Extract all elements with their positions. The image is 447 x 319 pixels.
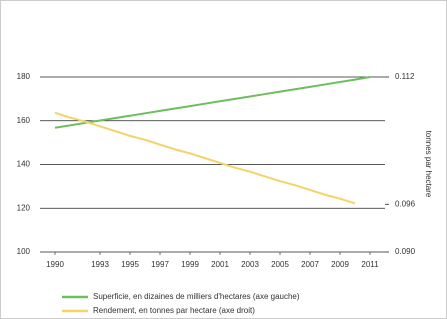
y-tick-label: 180: [17, 72, 31, 81]
y2-tick-label: 0.090: [395, 247, 416, 256]
y-tick-label: 120: [17, 203, 31, 212]
x-tick-label: 1999: [181, 260, 199, 269]
series-line: [54, 76, 371, 129]
x-tick-label: 2009: [331, 260, 349, 269]
x-tick-label: 2005: [271, 260, 289, 269]
x-tick-label: 1995: [121, 260, 139, 269]
y2-tick-label: 0.096: [395, 199, 416, 208]
y2-axis-label: tonnes par hectare: [424, 131, 433, 198]
legend-label: Superficie, en dizaines de milliers d'he…: [93, 292, 300, 301]
x-tick-label: 2001: [211, 260, 229, 269]
legend-label: Rendement, en tonnes par hectare (axe dr…: [93, 306, 255, 315]
y-tick-label: 160: [17, 116, 31, 125]
x-tick-label: 1993: [91, 260, 109, 269]
x-tick-label: 2011: [361, 260, 379, 269]
x-tick-label: 1997: [151, 260, 169, 269]
x-tick-label: 2007: [301, 260, 319, 269]
series-line: [54, 111, 356, 205]
y-tick-label: 140: [17, 160, 31, 169]
x-tick-label: 1990: [46, 260, 64, 269]
x-tick-label: 2003: [241, 260, 259, 269]
y-tick-label: 100: [17, 247, 31, 256]
y2-tick-label: 0.112: [395, 72, 415, 81]
